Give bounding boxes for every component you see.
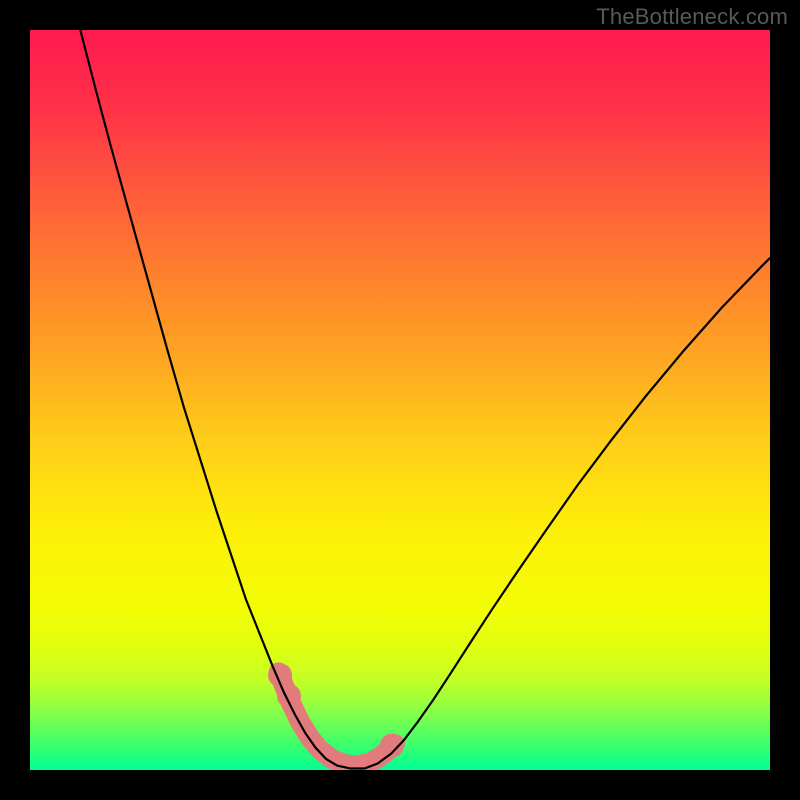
watermark-text: TheBottleneck.com: [596, 4, 788, 30]
curve-overlay: [30, 30, 770, 770]
bottleneck-curve: [80, 30, 770, 769]
chart-root: TheBottleneck.com: [0, 0, 800, 800]
plot-area: [30, 30, 770, 770]
